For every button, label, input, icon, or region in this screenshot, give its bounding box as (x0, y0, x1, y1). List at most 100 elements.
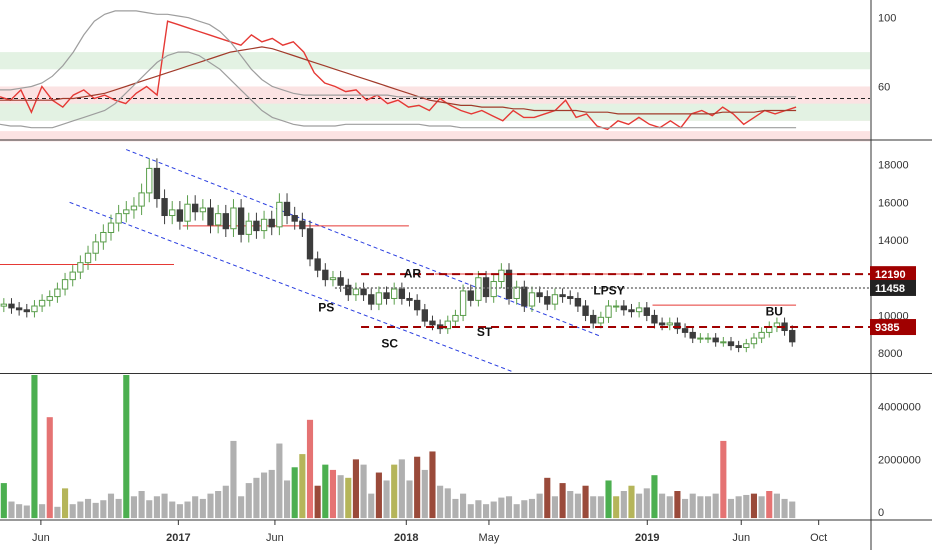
wyckoff-annotation: LPSY (593, 284, 624, 298)
candle-body (635, 307, 643, 313)
channel-line (125, 149, 601, 337)
volume-bar (528, 498, 536, 519)
candle-body (352, 288, 360, 296)
candle-body (758, 331, 765, 339)
volume-bar (238, 496, 245, 519)
candle-body (54, 288, 61, 298)
volume-bar (84, 498, 92, 519)
candle-body (230, 207, 237, 230)
volume-bar (46, 417, 53, 519)
wyckoff-annotation: PS (318, 301, 334, 315)
candle-body (245, 220, 252, 235)
volume-bar (360, 464, 367, 519)
candle-body (391, 288, 398, 299)
candle-body (521, 286, 528, 307)
volume-bar (276, 443, 283, 519)
volume-bar (291, 467, 298, 519)
volume-bar (169, 501, 176, 519)
volume-bar (421, 469, 428, 519)
volume-bar (230, 440, 237, 519)
volume-bar (682, 498, 689, 519)
level-label: 9385 (875, 322, 899, 334)
candle-body (574, 297, 582, 307)
candle-body (452, 314, 459, 322)
candle-body (291, 215, 298, 222)
candle-body (69, 271, 76, 281)
candle-body (582, 305, 589, 316)
volume-bar (750, 493, 758, 519)
volume-bar (0, 483, 7, 519)
candle-body (214, 213, 222, 226)
volume-bar (345, 477, 352, 519)
candle-body (337, 277, 344, 286)
candle-body (459, 290, 467, 316)
volume-bar (146, 500, 153, 519)
volume-bar (567, 491, 574, 519)
volume-bar (62, 488, 69, 519)
candle-body (551, 294, 559, 305)
volume-bar (781, 498, 788, 519)
time-tick-label: May (479, 532, 500, 544)
price-tick-label: 18000 (878, 160, 909, 172)
candle-body (773, 322, 781, 328)
volume-bar (268, 469, 275, 519)
volume-bar (322, 464, 329, 519)
volume-bar (773, 493, 780, 519)
volume-bar (398, 459, 405, 519)
oscillator-zone (0, 52, 870, 70)
volume-bar (161, 493, 168, 519)
candle-body (329, 277, 337, 281)
volume-pane (0, 375, 796, 519)
candle-body (498, 269, 505, 283)
volume-bar (475, 500, 482, 519)
price-pane: PS SC AR ST LPSY BU (0, 149, 870, 373)
volume-bar (215, 491, 222, 519)
time-tick-label: Jun (32, 532, 50, 544)
candle-body (146, 167, 153, 194)
price-tick-label: 16000 (878, 197, 909, 209)
volume-bar (620, 491, 627, 519)
candle-body (467, 290, 474, 301)
volume-tick-label: 0 (878, 507, 884, 519)
wyckoff-annotation: AR (404, 267, 422, 281)
volume-bar (437, 485, 444, 519)
oscillator-series-band_lower (0, 51, 797, 129)
volume-bar (544, 477, 551, 519)
candle-body (712, 337, 719, 343)
oscillator-tick-label: 100 (878, 13, 896, 25)
candle-body (77, 262, 84, 273)
volume-bar (720, 440, 727, 519)
volume-bar (368, 493, 375, 519)
candle-body (345, 284, 352, 296)
candle-body (15, 307, 23, 311)
candle-body (107, 222, 115, 233)
volume-bar (329, 469, 337, 519)
candle-body (8, 303, 15, 309)
candle-body (743, 343, 750, 348)
volume-bar (192, 496, 199, 519)
volume-tick-label: 2000000 (878, 454, 921, 466)
candle-body (207, 207, 214, 226)
candle-body (199, 207, 207, 213)
candle-body (260, 218, 268, 232)
time-tick-label: 2019 (635, 532, 659, 544)
candle-body (628, 309, 635, 313)
volume-bar (697, 496, 704, 519)
volume-bar (498, 497, 505, 519)
volume-bar (689, 493, 696, 519)
candle-body (689, 331, 696, 339)
price-tick-label: 14000 (878, 235, 909, 247)
volume-bar (597, 496, 604, 519)
volume-bar (130, 496, 138, 519)
oscillator-series-band_upper (0, 10, 797, 98)
candle-body (651, 314, 658, 324)
volume-bar (375, 472, 382, 519)
candle-body (253, 220, 260, 232)
volume-bar (551, 496, 559, 519)
volume-bar (138, 491, 145, 519)
volume-bar (253, 477, 260, 519)
volume-bar (460, 493, 467, 519)
candle-body (46, 296, 53, 301)
